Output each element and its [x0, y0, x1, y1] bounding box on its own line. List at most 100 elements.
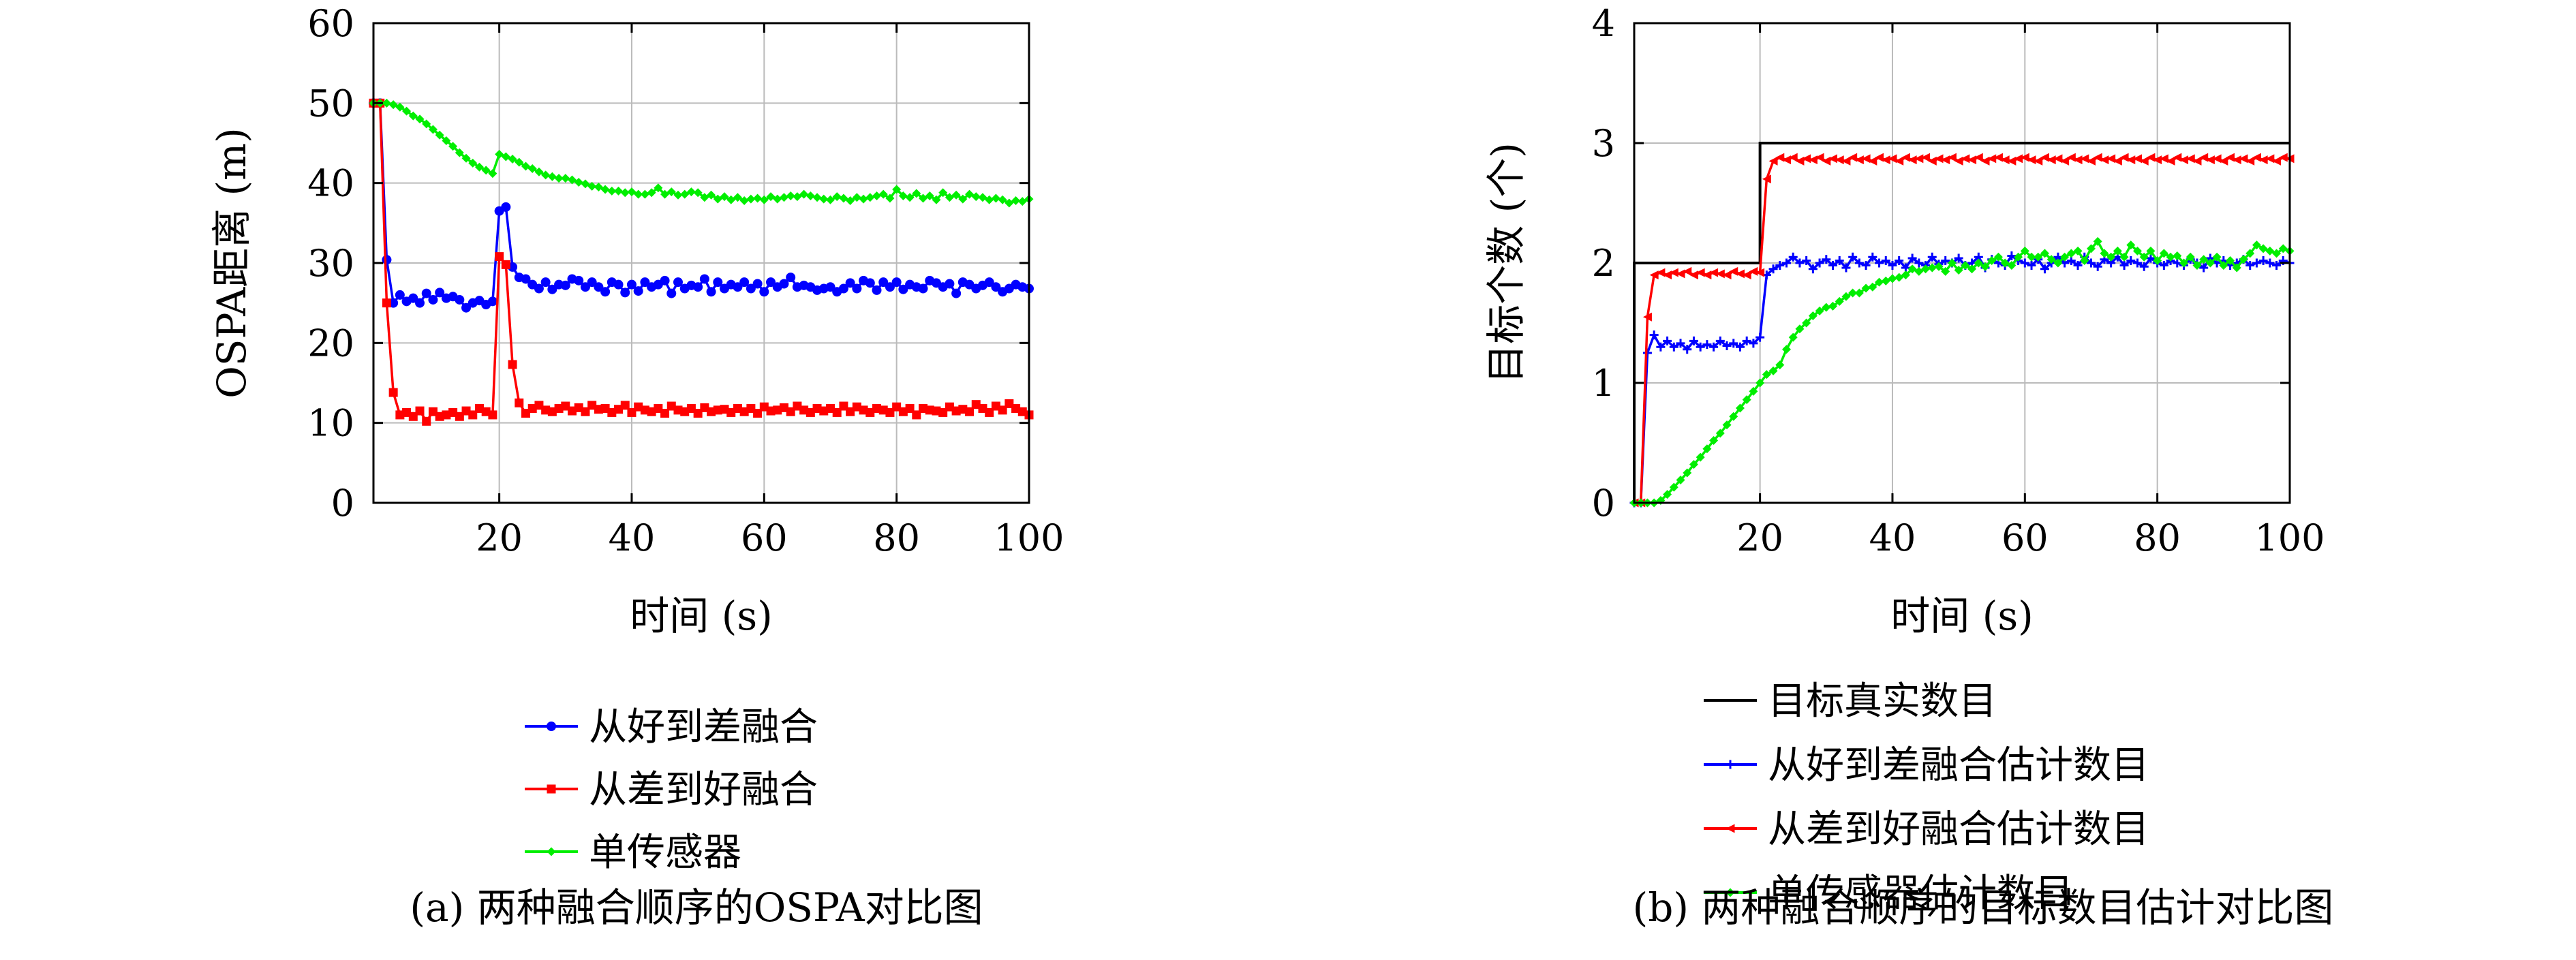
data-point	[2166, 252, 2175, 262]
data-point	[481, 166, 491, 175]
series-3	[1629, 153, 2295, 508]
data-point	[580, 282, 590, 292]
data-point	[2159, 261, 2168, 270]
data-point	[1822, 303, 1831, 312]
data-point	[1954, 253, 1963, 263]
data-point	[540, 277, 551, 288]
y-tick-label: 60	[307, 2, 354, 45]
data-point	[2212, 252, 2222, 262]
data-point	[1927, 156, 1937, 166]
data-point	[1735, 342, 1745, 352]
data-point	[1841, 292, 1851, 301]
data-point	[428, 125, 438, 134]
data-point	[1742, 270, 1751, 280]
data-point	[1795, 258, 1805, 268]
data-point	[2186, 154, 2195, 164]
data-point	[455, 294, 465, 305]
data-point	[1722, 341, 1732, 350]
data-point	[1841, 263, 1851, 273]
x-axis-label: 时间 (s)	[1890, 593, 2033, 639]
legend-label: 从差到好融合估计数目	[1768, 807, 2149, 852]
data-point	[1868, 252, 1877, 262]
data-point	[560, 280, 570, 290]
data-point	[626, 279, 637, 290]
data-point	[1663, 490, 1672, 499]
data-point	[891, 277, 902, 288]
data-point	[1808, 264, 1818, 274]
series-1	[369, 98, 1034, 313]
data-point	[402, 106, 412, 116]
data-point	[2014, 154, 2023, 164]
data-point	[1642, 312, 1652, 322]
data-point	[2186, 252, 2195, 262]
data-point	[1980, 156, 1990, 166]
legend-item: 单传感器估计数目	[1704, 871, 2073, 916]
data-point	[859, 194, 868, 204]
data-point	[2252, 241, 2261, 250]
data-point	[468, 158, 478, 168]
data-point	[574, 275, 584, 285]
data-point	[713, 194, 722, 204]
data-point	[925, 191, 934, 200]
x-tick-label: 40	[609, 516, 656, 559]
data-point	[1941, 256, 1950, 265]
data-point	[918, 283, 928, 294]
data-point	[1895, 156, 1904, 166]
data-point	[422, 119, 431, 129]
data-point	[508, 360, 517, 369]
x-tick-label: 80	[873, 516, 920, 559]
y-tick-label: 3	[1592, 122, 1615, 165]
data-point	[1881, 256, 1890, 265]
series-2	[1629, 251, 2295, 508]
data-point	[2179, 258, 2189, 268]
data-point	[1696, 342, 1705, 352]
data-point	[2133, 246, 2143, 256]
data-point	[515, 157, 524, 167]
x-tick-label: 60	[741, 516, 788, 559]
data-point	[1861, 261, 1871, 270]
legend-marker	[547, 722, 556, 731]
data-point	[547, 284, 557, 294]
data-point	[1709, 342, 1719, 352]
data-point	[2173, 251, 2182, 260]
data-point	[2258, 244, 2268, 253]
x-tick-label: 20	[476, 516, 523, 559]
data-point	[1802, 318, 1811, 328]
x-tick-label: 40	[1869, 516, 1916, 559]
data-point	[699, 274, 709, 284]
data-point	[554, 174, 564, 183]
data-point	[2232, 155, 2241, 165]
y-axis-label: OSPA距离 (m)	[209, 127, 255, 399]
y-tick-label: 0	[1592, 482, 1615, 525]
data-point	[1729, 412, 1738, 421]
data-point	[2086, 258, 2096, 268]
figure-caption: (b) 两种融合顺序的目标数目估计对比图	[1633, 884, 2334, 931]
data-point	[1914, 154, 1924, 164]
legend-item: 从好到差融合估计数目	[1704, 743, 2149, 788]
data-point	[1947, 258, 1957, 268]
data-point	[2252, 258, 2261, 268]
data-point	[713, 277, 723, 288]
data-point	[488, 410, 497, 420]
y-tick-label: 20	[307, 322, 354, 365]
data-point	[978, 193, 987, 202]
data-point	[620, 401, 630, 410]
data-point	[673, 190, 683, 200]
data-point	[852, 283, 862, 294]
data-point	[1815, 258, 1824, 268]
legend-label: 从好到差融合估计数目	[1768, 743, 2149, 788]
data-point	[1683, 468, 1692, 478]
data-point	[1828, 154, 1838, 164]
data-point	[1888, 274, 1897, 283]
series-4	[1629, 236, 2295, 508]
data-point	[2139, 252, 2149, 262]
data-point	[534, 167, 544, 176]
data-point	[2258, 256, 2268, 265]
data-point	[461, 303, 472, 313]
data-point	[2212, 154, 2222, 164]
data-point	[1861, 283, 1871, 293]
data-point	[640, 277, 650, 288]
data-point	[2034, 252, 2043, 262]
data-point	[773, 194, 782, 204]
